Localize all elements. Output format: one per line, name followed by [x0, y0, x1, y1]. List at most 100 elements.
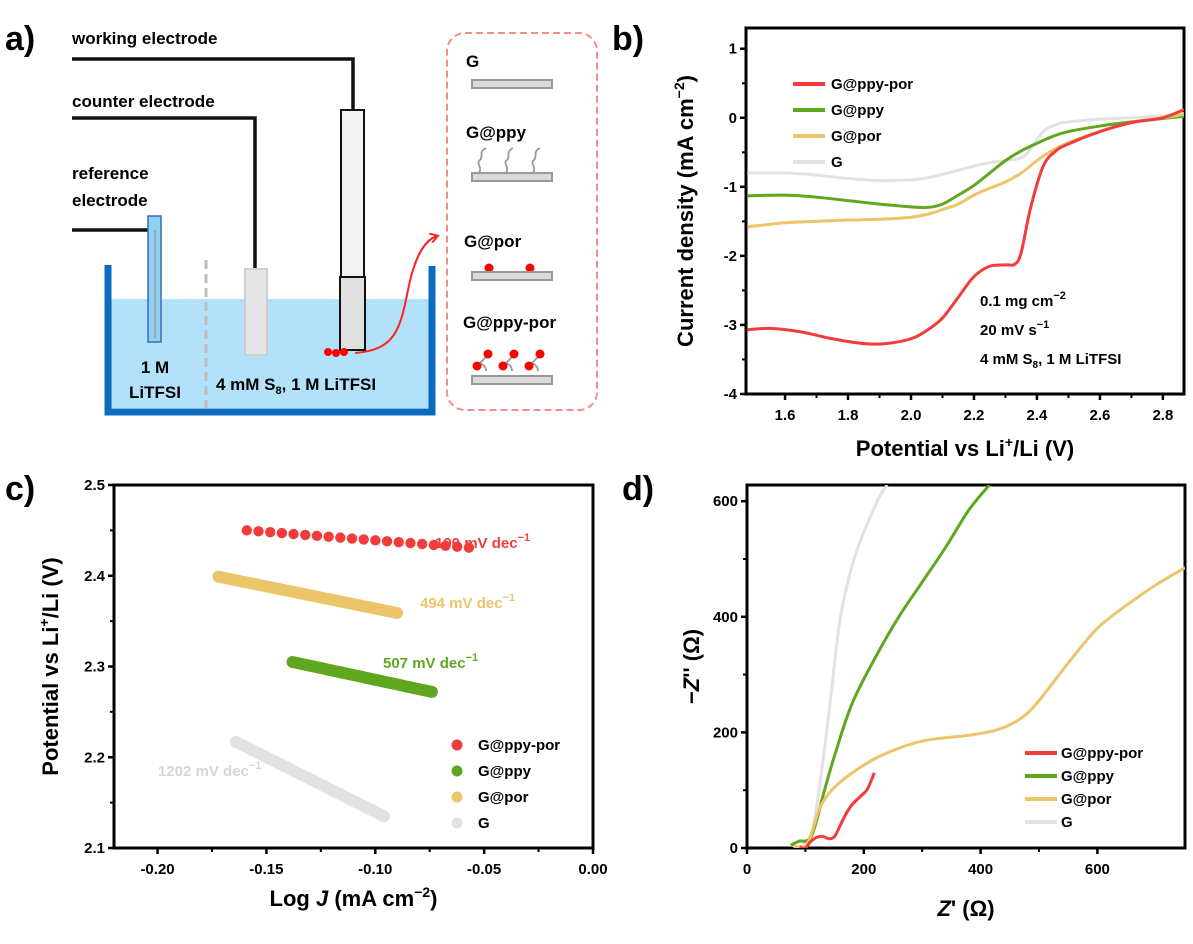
x-axis-title: Potential vs Li+/Li (V): [856, 434, 1074, 461]
series-line-g: [790, 485, 889, 848]
y-axis-title: Current density (mA cm−2): [671, 75, 698, 347]
material-label-g-ppy: G@ppy: [466, 123, 527, 142]
text-run: , 1 M LiTFSI: [1038, 351, 1121, 368]
ppy-por-dots: [472, 349, 545, 371]
working-electrode-wire: [72, 57, 355, 110]
x-tick-label: -0.10: [358, 861, 392, 878]
left-compartment-label-2: LiTFSI: [129, 383, 181, 402]
y-tick-label: 0: [730, 840, 738, 857]
x-axis-title: Log J (mA cm−2): [270, 884, 438, 911]
tafel-slope-label-g: 1202 mV dec−1: [158, 760, 261, 780]
graphene-sheet: [471, 375, 553, 385]
porphyrin-dot: [525, 263, 535, 273]
data-point-g-ppy-por: [452, 541, 463, 552]
series-line-g-ppy: [790, 485, 991, 847]
superscript: −2: [414, 884, 430, 900]
porphyrin-dot: [484, 263, 494, 273]
data-point-g-ppy-por: [300, 529, 311, 541]
y-tick-label: 2.5: [84, 477, 105, 494]
y-tick-label: 200: [713, 724, 738, 741]
data-point-g-ppy-por: [393, 536, 404, 548]
data-point-g-ppy-por: [440, 540, 451, 552]
data-point-g-ppy-por: [428, 539, 440, 551]
y-tick-label: 400: [713, 609, 738, 626]
text-run: J: [316, 886, 329, 911]
superscript: −1: [249, 760, 262, 772]
x-tick-label: 0: [743, 861, 751, 878]
y-axis-title: Potential vs Li+/Li (V): [36, 557, 63, 775]
y-axis-title: −Z'' (Ω): [679, 629, 704, 704]
text-run: ): [430, 886, 437, 911]
data-point-g-ppy-por: [416, 538, 428, 550]
text-run: (mA cm: [328, 886, 414, 911]
series-line-g-ppy-por: [799, 772, 876, 848]
data-point-g-por: [391, 606, 404, 619]
x-tick-label: 400: [968, 861, 993, 878]
legend-label-g-ppy-por: G@ppy-por: [831, 76, 913, 93]
series-line-g: [747, 112, 1184, 183]
graphene-sheet: [471, 79, 553, 89]
x-tick-label: 1.6: [775, 407, 796, 424]
counter-electrode-label: counter electrode: [72, 92, 215, 111]
ppy-chains: [477, 147, 541, 175]
y-tick-label: 1: [729, 41, 737, 58]
data-point-g-ppy-por: [241, 525, 253, 536]
superscript: +: [36, 618, 52, 626]
x-tick-label: -0.05: [467, 861, 501, 878]
y-tick-label: -4: [724, 386, 738, 403]
x-tick-label: 2.8: [1152, 407, 1173, 424]
series-line-g-por: [793, 566, 1185, 848]
text-run: Current density (mA cm: [673, 98, 698, 347]
subscript: 8: [1033, 360, 1039, 371]
panel-d-nyquist-chart: d) 0 200 400 600 0 200 400 600 G@ppy-por G@ppy G@po…: [622, 470, 1187, 921]
beaker: [104, 265, 436, 416]
y-tick-label: 600: [713, 493, 738, 510]
graphene-sheet: [471, 271, 553, 281]
panel-a-label: a): [5, 20, 35, 58]
text-run: Log: [270, 886, 316, 911]
materials-box: [446, 32, 598, 411]
left-compartment-label-1: 1 M: [141, 358, 169, 377]
panel-c-label: c): [5, 470, 35, 508]
panel-d-label: d): [622, 470, 654, 508]
panel-c-tafel-chart: c) -0.20 -0.15 -0.10 -0.05 0.00 2.1 2.2 2.3 2.4 2.…: [5, 470, 608, 911]
series-line-g-ppy-por: [747, 108, 1184, 346]
y-tick-label: 2.3: [84, 659, 105, 676]
x-tick-label: 1.8: [838, 407, 859, 424]
legend-label-g: G: [478, 815, 490, 832]
superscript: −1: [466, 652, 479, 664]
legend-label-g: G: [1061, 814, 1073, 831]
y-tick-label: 2.1: [84, 840, 105, 857]
data-point-g-ppy-por: [463, 542, 475, 553]
data-point-g-ppy-por: [264, 526, 276, 538]
material-label-g-ppy-por: G@ppy-por: [463, 313, 556, 332]
graphene-sheet: [471, 172, 553, 182]
data-point-g-ppy-por: [405, 537, 416, 549]
legend-marker-g-por: [451, 791, 463, 803]
superscript: −1: [518, 532, 531, 544]
text-run: Potential vs Li: [856, 436, 1005, 461]
series-line-g-ppy: [747, 114, 1184, 210]
panel-b-lsv-chart: b) 1.6 1.8 2.0 2.2 2.4 2.6 2.8 -4 -3 -2 -1 0 1 G@ppy-p…: [612, 20, 1186, 461]
x-tick-label: 200: [851, 861, 876, 878]
text-run: /Li (V): [1013, 436, 1074, 461]
series-line-g-por: [747, 112, 1184, 229]
working-electrode-tip: [339, 276, 366, 351]
x-tick-label: 2.2: [964, 407, 985, 424]
data-point-g-ppy-por: [370, 535, 381, 546]
x-axis-title: Z' (Ω): [936, 896, 994, 921]
y-tick-label: 2.4: [84, 568, 106, 585]
x-tick-label: -0.20: [140, 861, 174, 878]
text-run: 494 mV dec: [420, 595, 503, 612]
working-electrode-body: [340, 109, 365, 278]
text-run: 190 mV dec: [435, 535, 518, 552]
catalyst-dot: [324, 348, 332, 356]
text-run: 4 mM S: [980, 351, 1033, 368]
text-run: −: [679, 691, 704, 704]
tafel-slope-label-g-por: 494 mV dec−1: [420, 592, 515, 612]
legend-label-g-por: G@por: [478, 789, 529, 806]
zoom-arrow: [354, 236, 437, 354]
data-point-g-ppy-por: [381, 536, 393, 547]
y-tick-label: 2.2: [84, 749, 105, 766]
superscript: −2: [1053, 290, 1066, 302]
